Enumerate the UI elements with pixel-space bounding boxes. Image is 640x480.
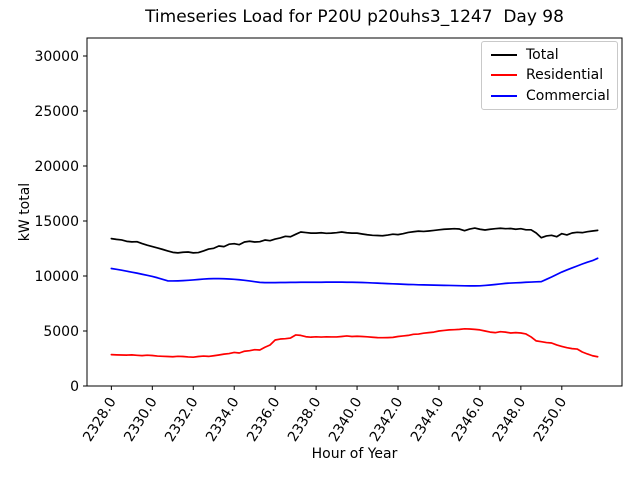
x-tick-label: 2332.0 — [162, 395, 202, 445]
x-tick-label: 2340.0 — [326, 395, 366, 445]
legend-label-residential: Residential — [526, 67, 604, 84]
y-tick-label: 25000 — [34, 104, 79, 120]
x-axis-label: Hour of Year — [311, 446, 398, 462]
x-tick-label: 2330.0 — [121, 395, 161, 445]
total-line-sample-icon — [491, 54, 517, 57]
y-tick-label: 10000 — [34, 269, 79, 285]
y-axis-label: kW total — [17, 182, 33, 242]
commercial-line-sample-icon — [491, 94, 517, 97]
y-tick-label: 20000 — [34, 159, 79, 175]
y-tick-label: 5000 — [43, 324, 79, 340]
legend-item-commercial: Commercial — [491, 87, 610, 104]
x-tick-label: 2346.0 — [449, 395, 489, 445]
x-tick-label: 2338.0 — [285, 395, 325, 445]
x-tick-label: 2344.0 — [408, 395, 448, 445]
x-tick-label: 2342.0 — [367, 395, 407, 445]
series-line-residential — [110, 327, 599, 359]
series-line-total — [110, 227, 599, 254]
chart-title: Timeseries Load for P20U p20uhs3_1247 Da… — [145, 7, 564, 27]
x-tick-label: 2348.0 — [490, 395, 530, 445]
x-tick-label: 2336.0 — [244, 395, 284, 445]
residential-line-sample-icon — [491, 74, 517, 77]
y-tick-label: 0 — [70, 379, 79, 395]
legend-item-total: Total — [491, 48, 608, 62]
axes-frame — [86, 37, 623, 387]
x-tick-label: 2334.0 — [203, 395, 243, 445]
legend: Total Residential Commercial — [481, 41, 618, 110]
series-line-commercial — [110, 257, 599, 287]
x-tick-label: 2350.0 — [531, 395, 571, 445]
y-tick-label: 30000 — [34, 49, 79, 65]
y-tick-label: 15000 — [34, 214, 79, 230]
legend-label-total: Total — [526, 47, 559, 64]
legend-item-residential: Residential — [491, 68, 608, 82]
x-tick-label: 2328.0 — [80, 395, 120, 445]
legend-label-commercial: Commercial — [526, 87, 610, 104]
